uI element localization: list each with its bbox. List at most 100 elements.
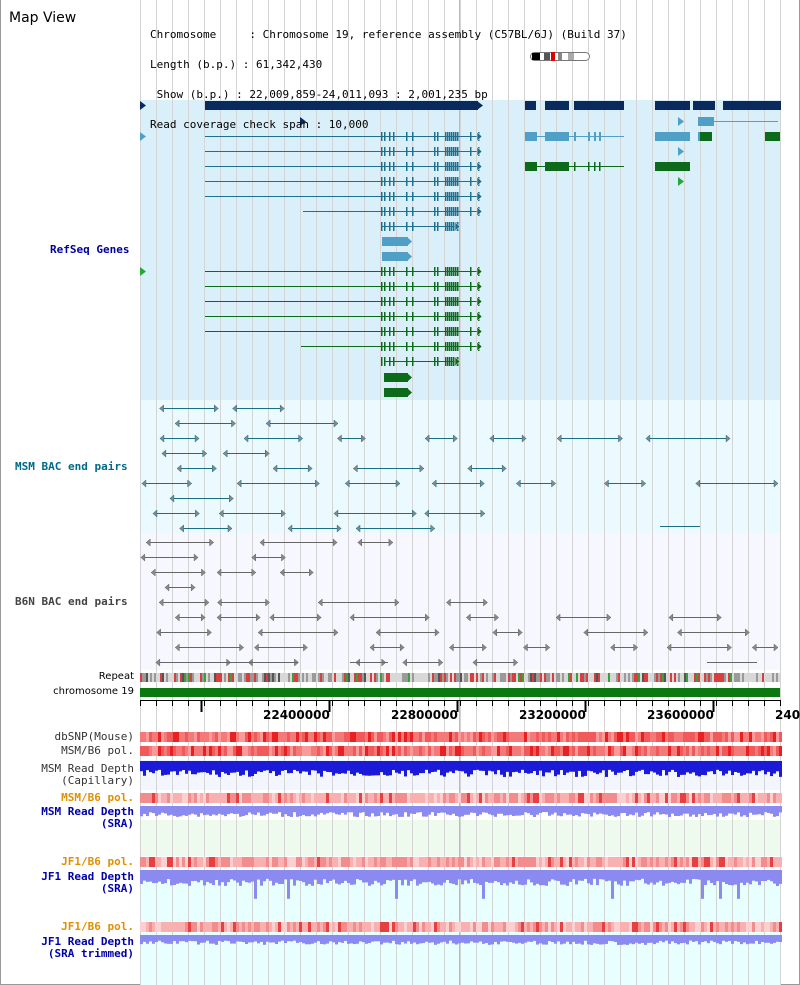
track-label-msm-bac[interactable]: MSM BAC end pairs	[15, 460, 128, 473]
repeat-feature	[414, 673, 416, 682]
msm-bac-end-marker	[551, 479, 556, 488]
msm-depth-sra-bar	[569, 806, 572, 815]
jf1-b6-pol-2-cell	[749, 922, 752, 932]
msm-b6-pol-2-cell	[683, 793, 686, 803]
jf1-depth-sra-bar	[467, 870, 470, 884]
jf1-b6-pol-2-cell	[479, 922, 482, 932]
track-label-refseq[interactable]: RefSeq Genes	[50, 243, 130, 256]
msm-b6-pol-cell	[560, 746, 563, 756]
dbsnp-cell	[362, 732, 365, 742]
msm-b6-pol-cell	[767, 746, 770, 756]
repeat-feature	[340, 673, 342, 682]
repeat-feature	[200, 673, 202, 682]
refseq-gene-exon	[381, 357, 383, 366]
jf1-depth-trimmed-bar	[305, 935, 308, 945]
msm-b6-pol-cell	[500, 746, 503, 756]
msm-b6-pol-cell	[707, 746, 710, 756]
jf1-b6-pol-cell	[644, 857, 647, 867]
dbsnp-cell	[200, 732, 203, 742]
jf1-depth-sra-bar	[155, 870, 158, 883]
dbsnp-cell	[278, 732, 281, 742]
jf1-b6-pol-2-cell	[206, 922, 209, 932]
refseq-gene-exon	[437, 267, 439, 276]
msm-bac-end-marker	[236, 479, 242, 488]
dbsnp-cell	[287, 732, 290, 742]
jf1-b6-pol-cell	[242, 857, 245, 867]
repeat-feature	[638, 673, 640, 682]
msm-b6-pol-2-cell	[314, 793, 317, 803]
msm-b6-pol-2-cell	[512, 793, 515, 803]
dbsnp-cell	[251, 732, 254, 742]
jf1-b6-pol-cell	[482, 857, 485, 867]
refseq-gene-arrow	[300, 117, 306, 126]
refseq-gene-exon	[453, 207, 455, 216]
b6n-bac-end-marker	[606, 613, 612, 622]
dbsnp-cell	[719, 732, 722, 742]
b6n-bac-end-marker	[773, 643, 779, 652]
repeat-feature	[440, 673, 442, 682]
dbsnp-cell	[695, 732, 698, 742]
jf1-depth-sra-bar	[725, 870, 728, 885]
repeat-feature	[276, 673, 278, 682]
repeat-feature	[150, 673, 152, 682]
jf1-b6-pol-2-cell	[656, 922, 659, 932]
jf1-b6-pol-2-cell	[494, 922, 497, 932]
refseq-gene-exon	[453, 282, 455, 291]
msm-b6-pol-cell	[467, 746, 470, 756]
repeat-feature	[412, 673, 414, 682]
refseq-gene-exon	[447, 162, 449, 171]
msm-b6-pol-cell	[779, 746, 782, 756]
jf1-depth-trimmed-bar	[401, 935, 404, 943]
jf1-depth-sra-bar	[746, 870, 749, 883]
repeat-feature	[666, 673, 668, 682]
jf1-depth-sra-bar	[197, 870, 200, 883]
msm-b6-pol-2-cell	[608, 793, 611, 803]
msm-b6-pol-2-cell	[317, 793, 320, 803]
msm-depth-sra-bar	[539, 806, 542, 813]
msm-depth-capillary-bar	[296, 761, 299, 772]
jf1-depth-sra-bar	[614, 870, 617, 882]
jf1-depth-trimmed-bar	[473, 935, 476, 943]
repeat-feature	[740, 673, 742, 682]
repeat-feature	[372, 673, 374, 682]
dbsnp-cell	[314, 732, 317, 742]
chromosome-ideogram-icon[interactable]	[530, 52, 590, 61]
msm-depth-capillary-bar	[401, 761, 404, 771]
msm-b6-pol-cell	[641, 746, 644, 756]
jf1-b6-pol-2-cell	[476, 922, 479, 932]
repeat-feature	[766, 673, 768, 682]
jf1-b6-pol-2-cell	[548, 922, 551, 932]
jf1-depth-trimmed-bar	[458, 935, 461, 944]
refseq-gene-exon	[453, 327, 455, 336]
jf1-depth-sra-bar	[530, 870, 533, 883]
dbsnp-cell	[353, 732, 356, 742]
track-label-b6n-bac[interactable]: B6N BAC end pairs	[15, 595, 128, 608]
refseq-gene-exon	[406, 297, 408, 306]
msm-b6-pol-cell	[710, 746, 713, 756]
refseq-gene-exon	[447, 177, 449, 186]
msm-depth-capillary-bar	[416, 761, 419, 776]
jf1-depth-sra-bar	[758, 870, 761, 885]
jf1-b6-pol-2-cell	[710, 922, 713, 932]
jf1-b6-pol-cell	[230, 857, 233, 867]
msm-b6-pol-cell	[179, 746, 182, 756]
msm-b6-pol-cell	[596, 746, 599, 756]
repeat-feature	[590, 673, 592, 682]
jf1-b6-pol-cell	[407, 857, 410, 867]
msm-depth-capillary-bar	[311, 761, 314, 771]
msm-b6-pol-2-cell	[188, 793, 191, 803]
jf1-b6-pol-2-cell	[680, 922, 683, 932]
msm-depth-capillary-bar	[329, 761, 332, 773]
dbsnp-cell	[494, 732, 497, 742]
msm-b6-pol-2-cell	[302, 793, 305, 803]
repeat-feature	[772, 673, 774, 682]
msm-b6-pol-2-cell	[335, 793, 338, 803]
refseq-gene-exon	[434, 342, 436, 351]
msm-depth-capillary-bar	[548, 761, 551, 773]
repeat-feature	[482, 673, 484, 682]
repeat-feature	[746, 673, 748, 682]
msm-b6-pol-cell	[209, 746, 212, 756]
dbsnp-cell	[146, 732, 149, 742]
msm-b6-pol-cell	[464, 746, 467, 756]
